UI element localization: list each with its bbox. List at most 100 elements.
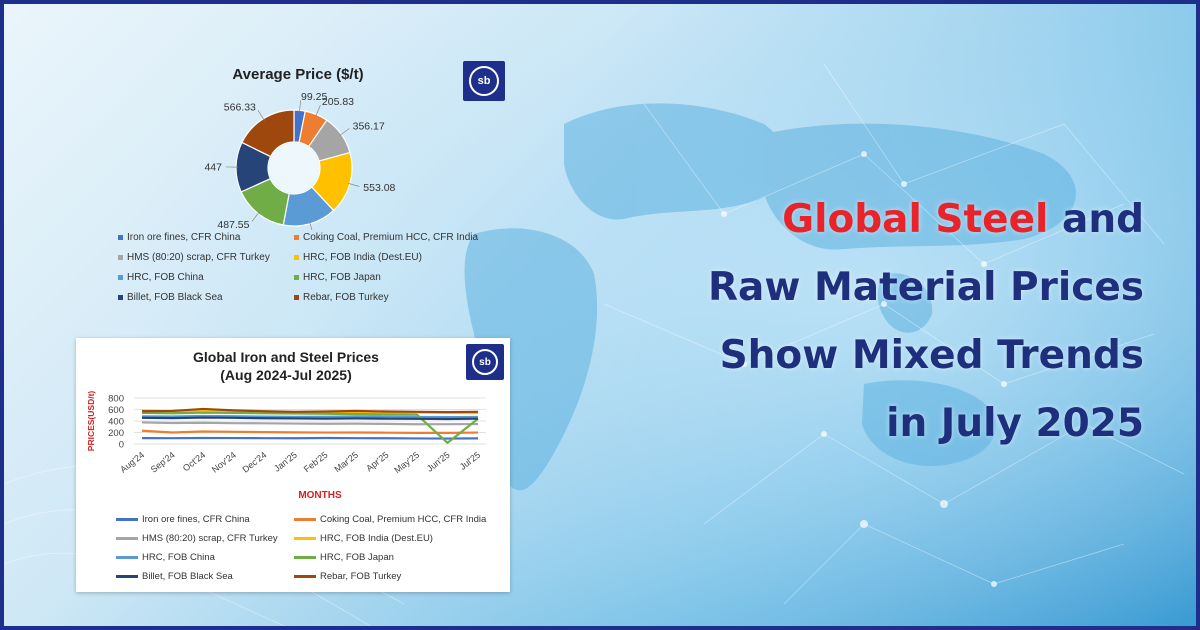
y-tick-label: 0	[119, 440, 124, 451]
legend-label: HMS (80:20) scrap, CFR Turkey	[127, 252, 270, 263]
y-tick-label: 600	[108, 405, 124, 416]
x-tick-label: Jun'25	[425, 450, 452, 474]
line-legend-item-hms-80-20-scrap-cfr-turkey: HMS (80:20) scrap, CFR Turkey	[116, 533, 278, 544]
series-line-hrc-fob-china	[141, 414, 479, 419]
donut-leader-line	[315, 105, 321, 117]
legend-label: HRC, FOB Japan	[320, 552, 394, 563]
series-line-hms-80-20-scrap-cfr-turkey	[141, 421, 479, 426]
donut-data-label: 205.83	[322, 96, 354, 108]
legend-swatch	[294, 255, 299, 260]
legend-swatch	[294, 556, 316, 559]
line-chart-title-line-2: (Aug 2024-Jul 2025)	[220, 367, 352, 383]
legend-label: Coking Coal, Premium HCC, CFR India	[303, 232, 479, 243]
line-chart-title-line-1: Global Iron and Steel Prices	[193, 349, 379, 365]
donut-leader-line	[309, 221, 313, 230]
donut-legend-item-billet-fob-black-sea: Billet, FOB Black Sea	[118, 292, 223, 303]
donut-legend-item-coking-coal-premium-hcc-cfr-india: Coking Coal, Premium HCC, CFR India	[294, 232, 478, 243]
legend-swatch	[118, 235, 123, 240]
x-tick-label: Nov'24	[210, 450, 238, 475]
legend-swatch	[116, 518, 138, 521]
line-legend-item-iron-ore-fines-cfr-china: Iron ore fines, CFR China	[116, 514, 250, 525]
legend-swatch	[294, 295, 299, 300]
donut-data-label: 566.33	[224, 101, 256, 113]
donut-legend-item-rebar-fob-turkey: Rebar, FOB Turkey	[294, 292, 389, 303]
series-line-rebar-fob-turkey	[141, 407, 479, 414]
donut-legend-item-hrc-fob-japan: HRC, FOB Japan	[294, 272, 381, 283]
legend-label: Rebar, FOB Turkey	[320, 571, 402, 582]
legend-label: Billet, FOB Black Sea	[127, 292, 223, 303]
legend-swatch	[294, 518, 316, 521]
x-tick-label: Oct'24	[181, 450, 207, 474]
x-tick-label: May'25	[392, 450, 421, 476]
sb-logo-small-text: sb	[472, 349, 498, 375]
donut-chart: 99.25205.83356.17553.08475.83487.5544756…	[204, 91, 396, 230]
headline-line-3: Show Mixed Trends	[719, 333, 1144, 378]
donut-data-label: 356.17	[353, 121, 385, 133]
donut-legend-item-iron-ore-fines-cfr-china: Iron ore fines, CFR China	[118, 232, 240, 243]
series-line-billet-fob-black-sea	[141, 416, 479, 421]
donut-legend-item-hms-80-20-scrap-cfr-turkey: HMS (80:20) scrap, CFR Turkey	[118, 252, 270, 263]
donut-leader-line	[251, 211, 260, 222]
donut-legend-item-hrc-fob-india-dest-eu: HRC, FOB India (Dest.EU)	[294, 252, 422, 263]
legend-label: Coking Coal, Premium HCC, CFR India	[320, 514, 487, 525]
x-tick-label: Mar'25	[332, 450, 360, 475]
headline-line-4: in July 2025	[886, 401, 1144, 446]
headline: Global Steel and Raw Material Prices Sho…	[524, 186, 1144, 458]
x-tick-label: Jan'25	[272, 450, 299, 474]
donut-chart-legend: Iron ore fines, CFR China Coking Coal, Pr…	[118, 232, 508, 322]
legend-label: Iron ore fines, CFR China	[142, 514, 250, 525]
sb-logo-small: sb	[466, 344, 504, 380]
donut-legend-item-hrc-fob-china: HRC, FOB China	[118, 272, 204, 283]
legend-label: HRC, FOB India (Dest.EU)	[303, 252, 422, 263]
sb-logo: sb	[463, 61, 505, 101]
legend-swatch	[116, 556, 138, 559]
donut-data-label: 447	[204, 161, 222, 173]
legend-label: HRC, FOB India (Dest.EU)	[320, 533, 433, 544]
y-axis-label: PRICES(USD/t)	[86, 391, 96, 452]
donut-chart-panel: 99.25205.83356.17553.08475.83487.5544756…	[108, 60, 508, 320]
donut-hole	[269, 143, 319, 193]
donut-leader-line	[299, 100, 301, 113]
line-legend-item-hrc-fob-japan: HRC, FOB Japan	[294, 552, 394, 563]
donut-slice-rebar-fob-turkey	[241, 109, 295, 158]
x-tick-label: Apr'25	[364, 450, 390, 474]
line-legend-item-billet-fob-black-sea: Billet, FOB Black Sea	[116, 571, 233, 582]
x-axis-label: MONTHS	[298, 490, 342, 501]
line-legend-item-hrc-fob-india-dest-eu: HRC, FOB India (Dest.EU)	[294, 533, 433, 544]
legend-swatch	[118, 255, 123, 260]
sb-logo-text: sb	[469, 66, 499, 96]
y-tick-label: 400	[108, 417, 124, 428]
donut-leader-line	[347, 182, 360, 187]
x-tick-label: Aug'24	[118, 450, 146, 475]
x-tick-label: Feb'25	[302, 450, 330, 475]
line-chart-title: Global Iron and Steel Prices (Aug 2024-J…	[166, 348, 406, 384]
donut-data-label: 553.08	[363, 182, 395, 194]
legend-swatch	[118, 275, 123, 280]
x-tick-label: Dec'24	[240, 450, 268, 475]
legend-label: Rebar, FOB Turkey	[303, 292, 389, 303]
donut-leader-line	[257, 110, 265, 121]
line-legend-item-coking-coal-premium-hcc-cfr-india: Coking Coal, Premium HCC, CFR India	[294, 514, 486, 525]
line-chart-panel: 800 600 400 200 0 PRICES(USD/t) Aug'24 Sep'24 Oc…	[76, 338, 510, 592]
x-tick-label: Sep'24	[149, 450, 177, 475]
legend-label: HMS (80:20) scrap, CFR Turkey	[142, 533, 278, 544]
y-tick-label: 800	[108, 394, 124, 405]
headline-highlight: Global Steel	[782, 197, 1049, 242]
legend-swatch	[118, 295, 123, 300]
y-tick-label: 200	[108, 428, 124, 439]
donut-data-label: 487.55	[217, 219, 249, 230]
headline-line-2: Raw Material Prices	[707, 265, 1144, 310]
legend-swatch	[116, 537, 138, 540]
legend-label: Iron ore fines, CFR China	[127, 232, 241, 243]
x-tick-label: Jul'25	[458, 450, 482, 472]
donut-data-label: 99.25	[301, 91, 327, 103]
continent-shapes	[464, 103, 1077, 491]
legend-label: Billet, FOB Black Sea	[142, 571, 233, 582]
legend-label: HRC, FOB China	[127, 272, 204, 283]
legend-swatch	[294, 235, 299, 240]
legend-label: HRC, FOB China	[142, 552, 215, 563]
legend-swatch	[294, 537, 316, 540]
series-line-coking-coal-premium-hcc-cfr-india	[141, 429, 479, 435]
legend-label: HRC, FOB Japan	[303, 272, 381, 283]
